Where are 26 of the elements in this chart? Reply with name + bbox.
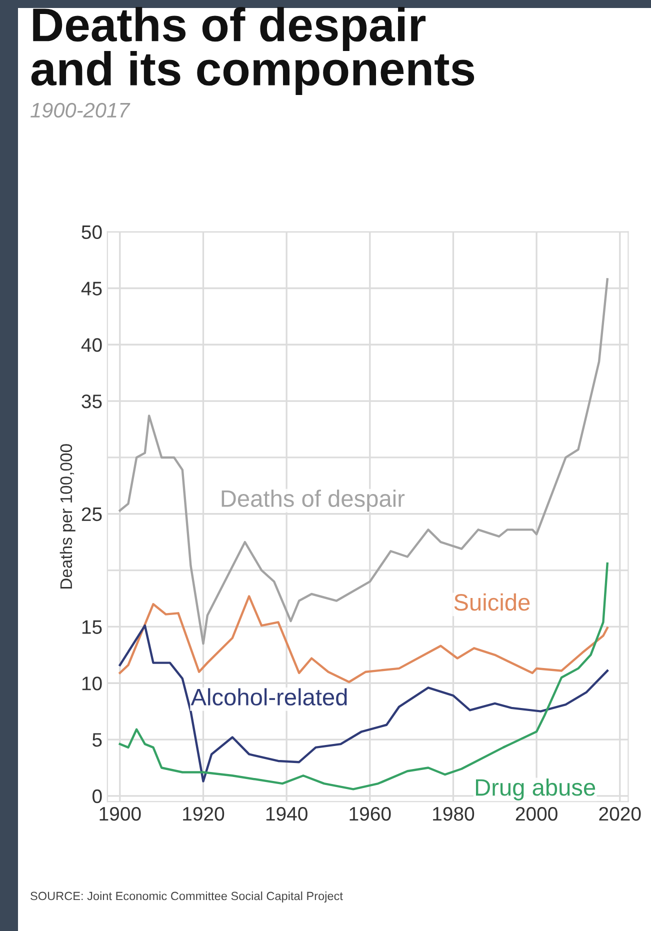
y-tick-label: 40: [81, 338, 102, 352]
y-tick-label: 5: [92, 733, 102, 747]
series-label: Alcohol-related: [190, 688, 347, 706]
series-label: Drug abuse: [476, 778, 596, 800]
x-tick-label: 2020: [599, 806, 641, 821]
source-note: SOURCE: Joint Economic Committee Social Capital Project: [30, 891, 343, 902]
y-tick-label: 50: [82, 225, 102, 240]
x-tick-label: 2000: [516, 806, 558, 821]
line-series: [118, 278, 608, 645]
chart-subtitle: 1900-2017: [30, 102, 130, 118]
x-tick-label: 1900: [100, 806, 141, 821]
x-tick-label: 1960: [350, 806, 391, 821]
y-tick-label: 25: [82, 507, 102, 522]
x-tick-label: 1980: [433, 806, 474, 821]
y-tick-label: 35: [82, 394, 102, 408]
y-tick-label: 45: [81, 282, 102, 296]
series-label: Suicide: [454, 593, 530, 611]
y-axis-title: Deaths per 100,000: [60, 444, 76, 589]
y-tick-label: 0: [92, 789, 102, 804]
y-tick-label: 15: [82, 620, 102, 634]
x-tick-label: 1940: [266, 806, 308, 821]
x-tick-label: 1920: [183, 806, 224, 821]
series-label: Deaths of despair: [222, 490, 405, 512]
line-series: [118, 595, 608, 684]
chart-title: Deaths of despair and its components: [31, 6, 474, 95]
y-tick-label: 10: [82, 676, 102, 690]
